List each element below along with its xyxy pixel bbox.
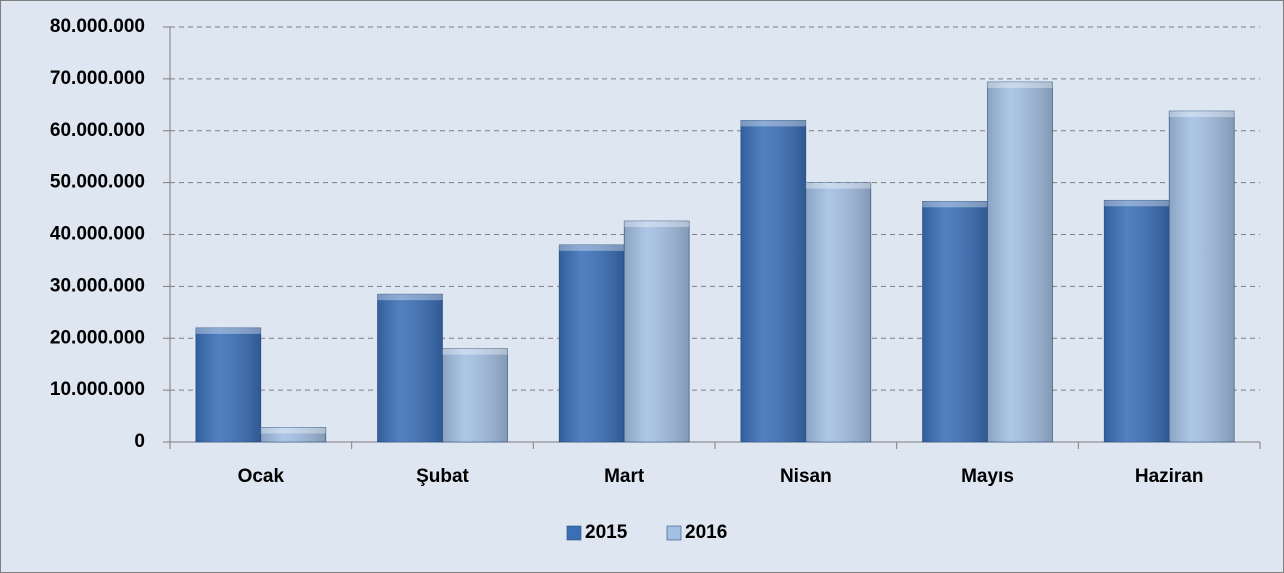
x-tick-label: Ocak (238, 466, 285, 487)
bar-shading (624, 221, 690, 442)
legend-swatch (566, 525, 582, 541)
bar-shading (195, 327, 261, 442)
bar-cap (1104, 200, 1170, 207)
x-tick-label: Haziran (1135, 466, 1204, 487)
bar-cap (1169, 111, 1235, 118)
bar-cap (922, 201, 988, 208)
bar-shading (1104, 200, 1170, 442)
bar-cap (624, 221, 690, 228)
bar-cap (195, 327, 261, 334)
legend-swatch (666, 525, 682, 541)
y-tick-label: 20.000.000 (50, 327, 145, 348)
bar-shading (805, 182, 871, 442)
legend-label: 2015 (585, 522, 628, 543)
y-tick-label: 80.000.000 (50, 16, 145, 37)
y-tick-label: 30.000.000 (50, 275, 145, 296)
bar-cap (559, 244, 625, 251)
bar-shading (987, 81, 1053, 443)
x-tick-label: Mayıs (961, 466, 1014, 487)
bar-shading (922, 201, 988, 442)
x-tick-label: Şubat (416, 466, 469, 487)
bar-cap (377, 294, 443, 301)
bar-cap (442, 348, 508, 355)
y-tick-label: 50.000.000 (50, 172, 145, 193)
y-tick-label: 70.000.000 (50, 68, 145, 89)
bar-cap (987, 81, 1053, 88)
bar-cap (805, 182, 871, 189)
x-tick-label: Mart (604, 466, 645, 487)
bar-shading (260, 427, 326, 442)
legend-label: 2016 (685, 522, 727, 543)
bar-shading (559, 244, 625, 442)
y-tick-label: 60.000.000 (50, 120, 145, 141)
bar-shading (740, 120, 806, 442)
bar-shading (1169, 111, 1235, 442)
bar-shading (377, 294, 443, 442)
y-tick-label: 0 (134, 431, 145, 452)
y-tick-label: 40.000.000 (50, 224, 145, 245)
bar-cap (260, 427, 326, 434)
bar-shading (442, 348, 508, 442)
x-tick-label: Nisan (780, 466, 832, 487)
y-tick-label: 10.000.000 (50, 379, 145, 400)
bar-cap (740, 120, 806, 127)
